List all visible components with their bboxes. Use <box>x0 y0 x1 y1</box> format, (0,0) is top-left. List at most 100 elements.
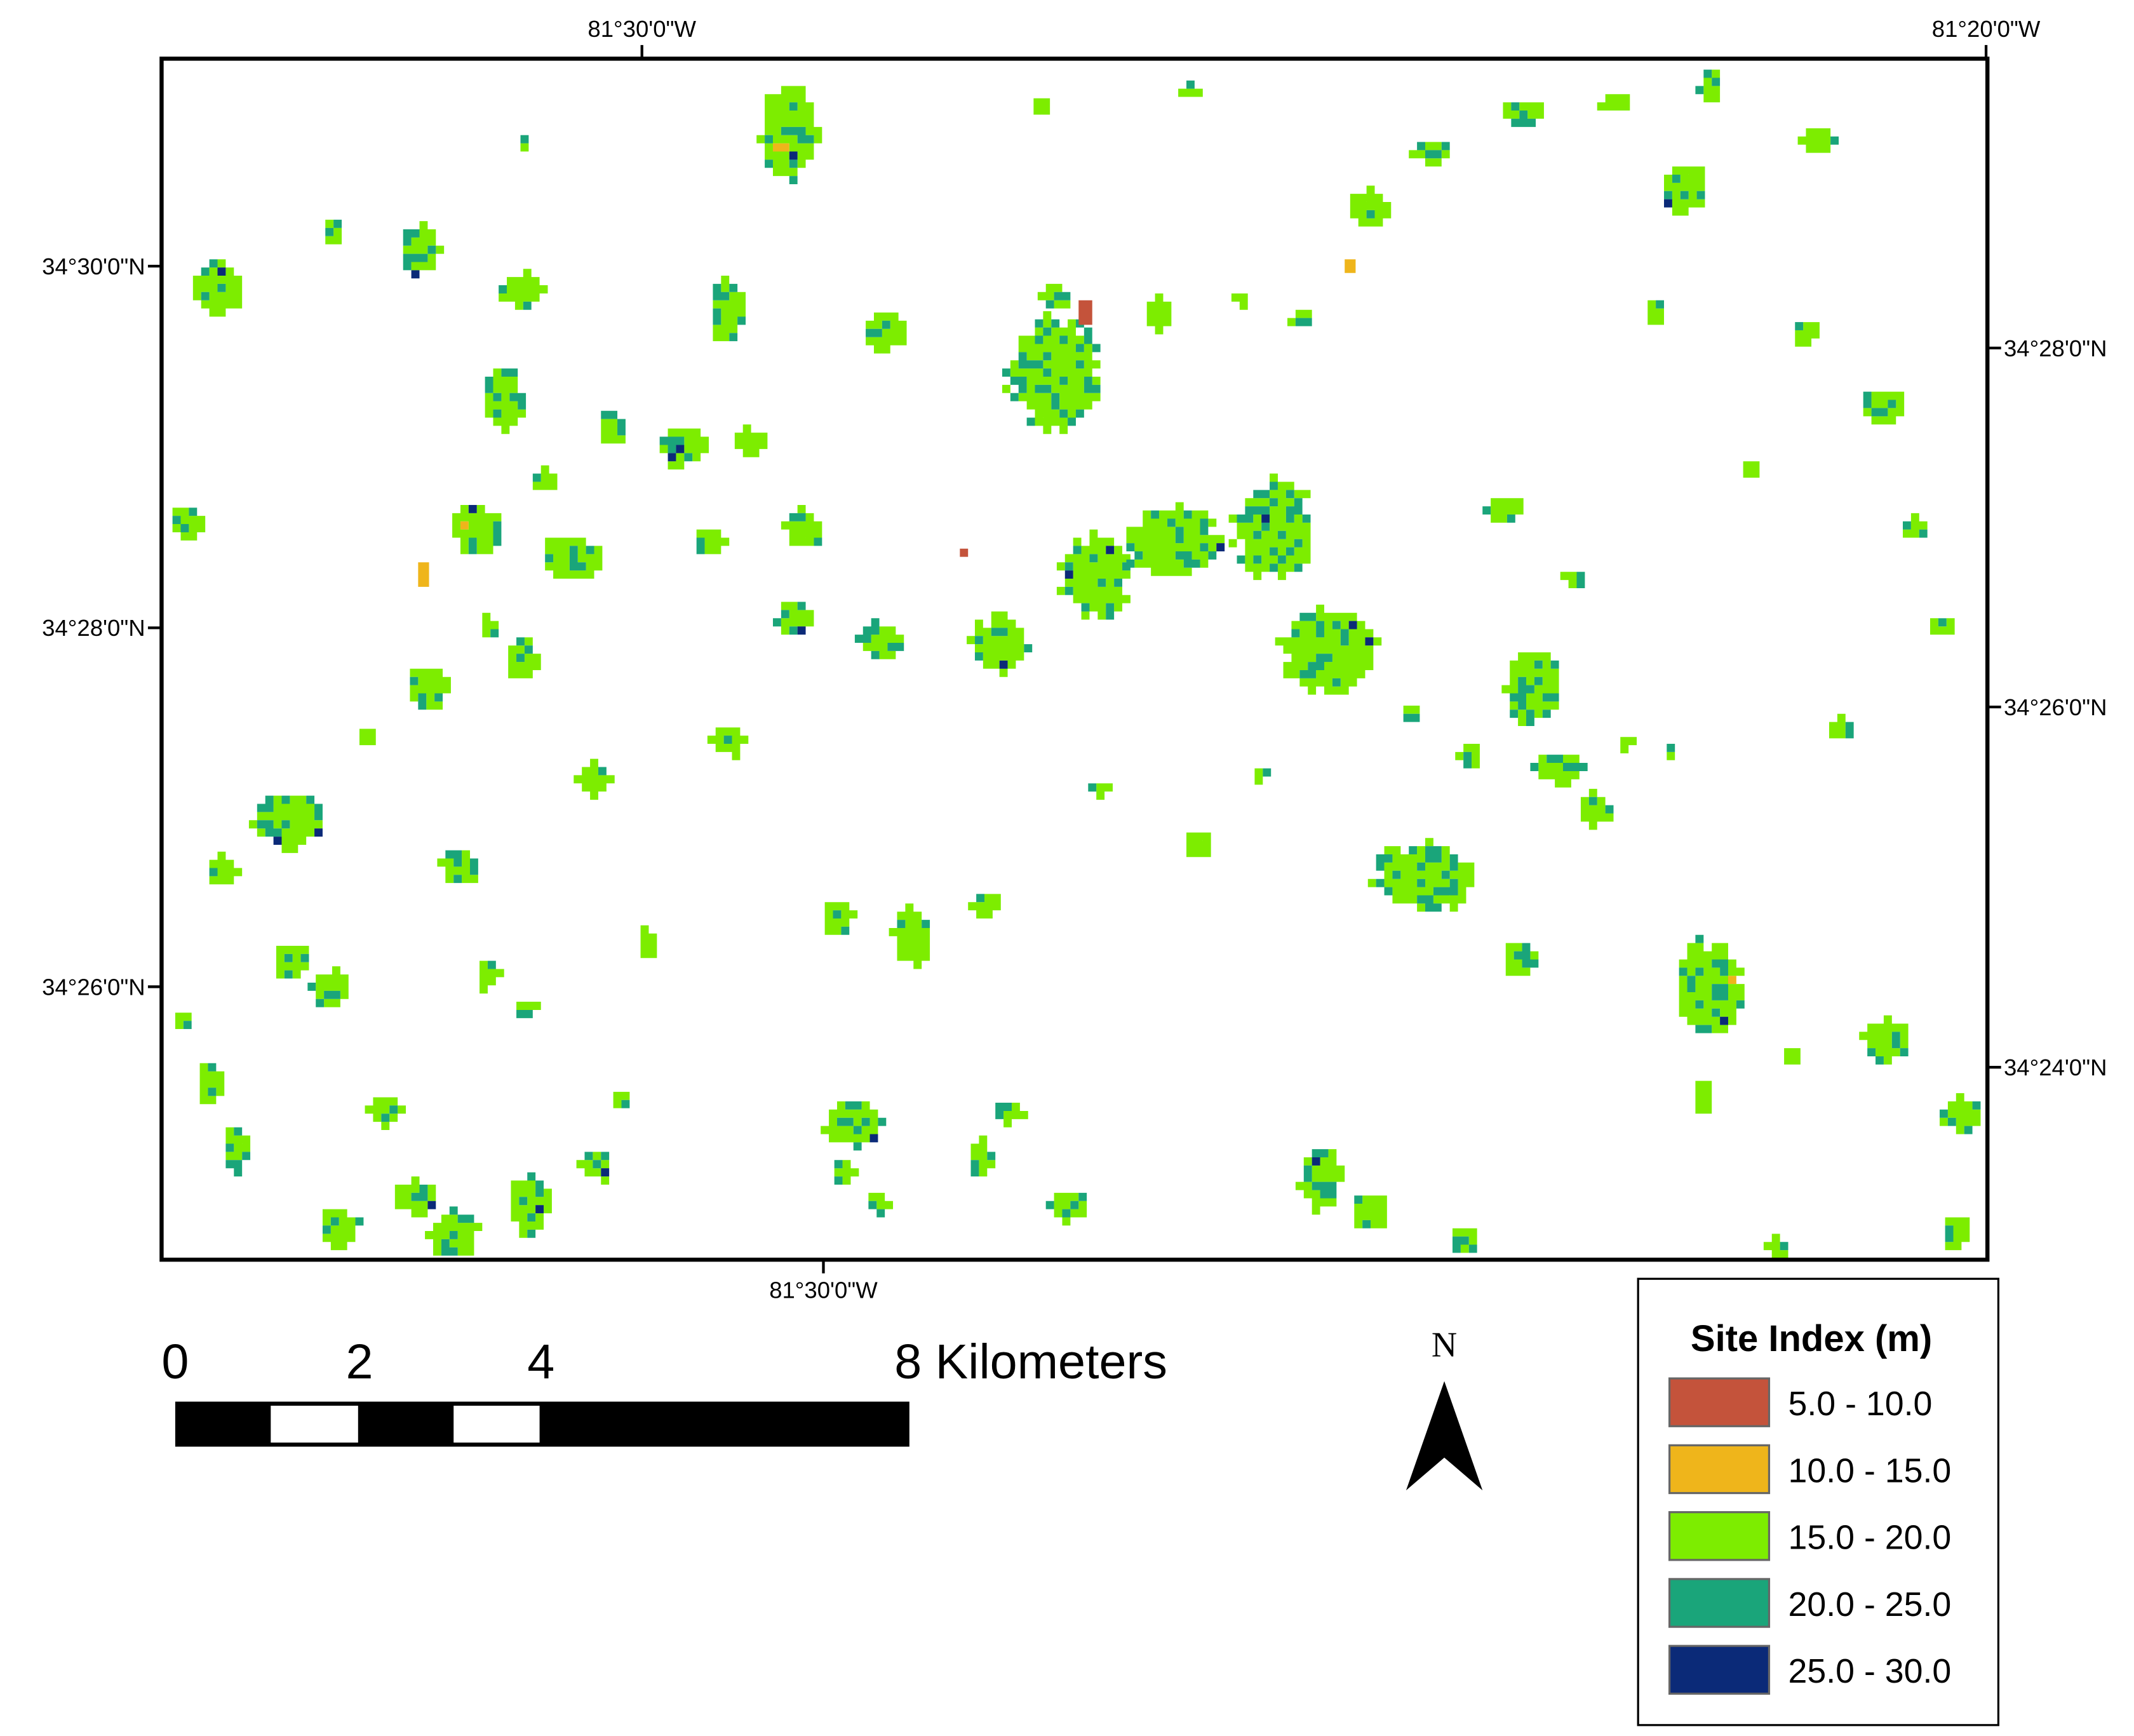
bottom-label: 81°30'0"W <box>769 1277 878 1303</box>
forest-patch <box>1064 546 1115 579</box>
forest-patch <box>1003 1103 1028 1127</box>
forest-patch <box>516 1009 533 1018</box>
forest-patch <box>854 618 904 659</box>
forest-patch <box>1366 210 1375 219</box>
forest-patch <box>836 1101 887 1151</box>
forest-patch <box>1903 521 1928 538</box>
forest-patch <box>1295 318 1312 326</box>
forest-patch <box>789 151 798 160</box>
left-label: 34°26'0"N <box>42 974 145 1000</box>
forest-patch <box>696 537 705 555</box>
forest-patch <box>1795 322 1804 330</box>
forest-patch <box>1452 1228 1477 1253</box>
forest-patch <box>1096 783 1113 800</box>
forest-patch <box>499 269 548 310</box>
forest-patch <box>322 1217 364 1234</box>
forest-patch <box>1743 461 1760 478</box>
forest-patch <box>1859 1015 1909 1065</box>
forest-patch <box>1455 743 1480 769</box>
forest-patch <box>516 1002 541 1010</box>
legend-swatch <box>1668 1511 1771 1561</box>
forest-patch <box>1530 755 1588 771</box>
forest-patch <box>1830 136 1839 145</box>
forest-patch <box>1667 751 1675 760</box>
forest-patch <box>1510 660 1559 727</box>
forest-patch <box>183 1021 192 1030</box>
top-label: 81°30'0"W <box>587 16 696 42</box>
forest-patch <box>1513 943 1539 968</box>
forest-patch <box>833 910 850 935</box>
forest-patch <box>307 982 340 1007</box>
forest-patch <box>1403 705 1420 714</box>
forest-patch <box>1728 976 1736 985</box>
forest-patch <box>468 521 502 555</box>
forest-patch <box>1367 838 1475 912</box>
forest-patch <box>601 1168 610 1177</box>
forest-patch <box>1216 543 1225 552</box>
forest-patch <box>834 1160 843 1185</box>
forest-patch <box>765 102 814 185</box>
forest-patch <box>1033 98 1050 115</box>
legend-swatch <box>1668 1444 1771 1495</box>
forest-patch <box>411 270 420 279</box>
forest-patch <box>519 1172 544 1238</box>
forest-patch <box>1903 513 1928 538</box>
forest-patch <box>970 1152 996 1177</box>
forest-patch <box>999 660 1008 669</box>
forest-patch <box>834 1160 859 1185</box>
forest-patch <box>209 868 218 877</box>
forest-patch <box>967 611 1024 677</box>
forest-patch <box>257 795 323 837</box>
forest-patch <box>1938 618 1947 627</box>
forest-patch <box>248 795 323 853</box>
forest-patch <box>1186 80 1195 89</box>
forest-patch <box>1409 142 1450 167</box>
forest-patch <box>1597 94 1630 111</box>
forest-patch <box>789 513 822 546</box>
graticule-ticks <box>147 44 2001 1274</box>
forest-patch <box>821 1101 878 1143</box>
forest-patch <box>199 1063 225 1105</box>
forest-patches <box>172 69 1981 1258</box>
right-label: 34°28'0"N <box>2004 335 2107 361</box>
legend-label: 15.0 - 20.0 <box>1788 1519 1952 1557</box>
forest-patch <box>1511 102 1536 127</box>
forest-patch <box>1560 572 1577 589</box>
forest-patch <box>411 1184 428 1201</box>
forest-patch <box>1656 300 1665 309</box>
legend-swatch <box>1668 1578 1771 1628</box>
forest-patch <box>797 626 806 635</box>
forest-patch <box>1261 515 1270 523</box>
forest-patch <box>995 1103 1012 1119</box>
forest-patch <box>460 521 469 530</box>
forest-patch <box>976 894 985 903</box>
forest-patch <box>273 828 323 845</box>
forest-patch <box>1695 1080 1712 1114</box>
forest-patch <box>545 546 594 571</box>
forest-patch <box>601 410 626 436</box>
forest-patch <box>1350 185 1392 227</box>
forest-patch <box>889 903 930 969</box>
forest-patch <box>1312 1157 1320 1166</box>
forest-patch <box>1463 751 1472 769</box>
left-label: 34°28'0"N <box>42 615 145 641</box>
forest-patch <box>1797 128 1831 153</box>
forest-patch <box>1720 1016 1728 1025</box>
forest-patch <box>1863 391 1896 417</box>
forest-patch <box>1263 768 1272 777</box>
forest-patch <box>490 629 499 638</box>
forest-patch <box>482 612 499 638</box>
forest-patch <box>1795 322 1820 347</box>
forest-patch <box>868 1192 894 1209</box>
forest-patch <box>535 1205 544 1214</box>
forest-patch <box>1056 529 1131 620</box>
forest-patch <box>1664 175 1705 199</box>
legend-label: 10.0 - 15.0 <box>1788 1451 1952 1490</box>
scale-label: 8 Kilometers <box>894 1335 1167 1389</box>
forest-patch <box>468 504 477 513</box>
forest-patch <box>659 428 709 470</box>
forest-patch <box>598 767 607 776</box>
forest-patch <box>574 758 615 800</box>
